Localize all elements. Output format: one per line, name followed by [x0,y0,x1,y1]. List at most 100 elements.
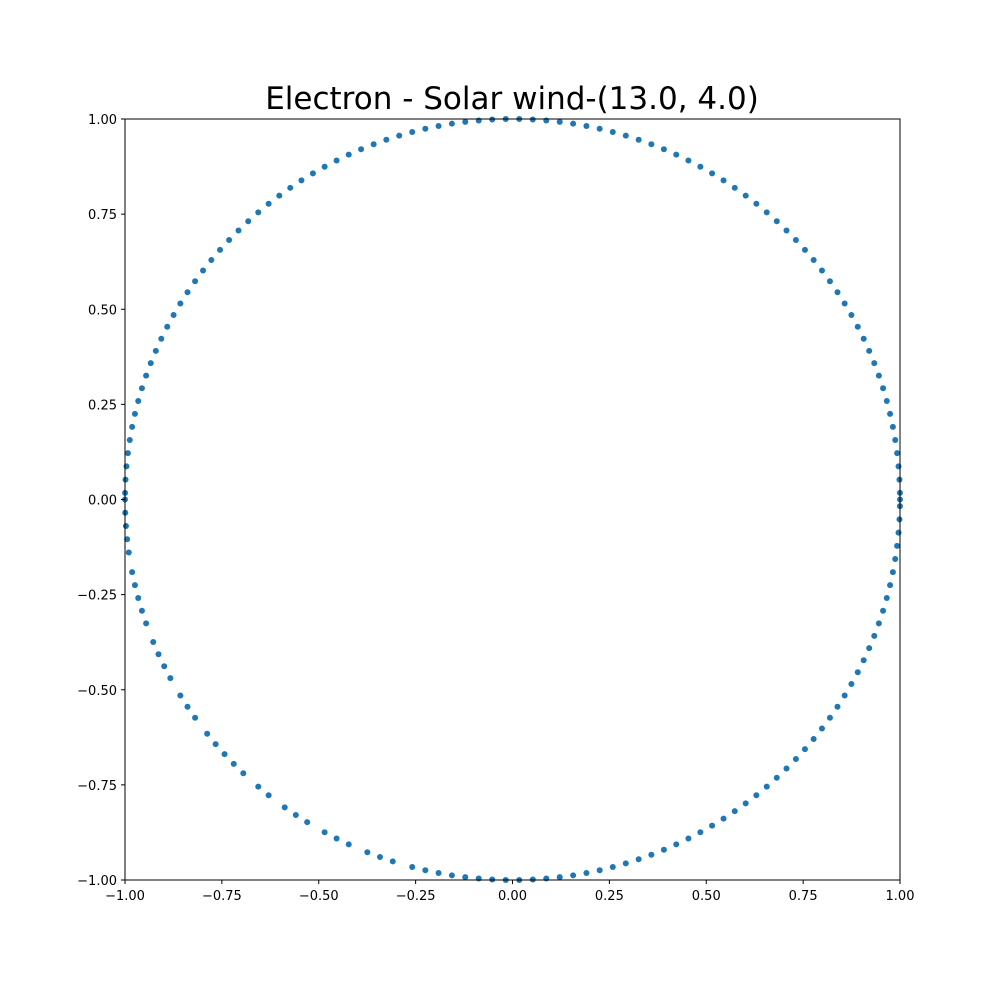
data-point [475,875,482,882]
data-point [660,846,667,853]
data-point [543,117,550,124]
data-point [826,278,833,285]
x-tick-label: 0.75 [789,889,818,904]
x-tick-label: −0.25 [396,889,436,904]
data-point [292,811,299,818]
data-point [841,300,848,307]
data-point [462,118,469,125]
y-tick-label: 0.00 [88,494,117,509]
y-axis: −1.00 −0.75 −0.50 −0.25 0.00 0.25 0.50 0.75 1.00 [77,113,125,889]
x-tick-label: 0.25 [595,889,624,904]
data-point [866,347,873,354]
data-point [883,594,890,601]
data-point [635,136,642,143]
data-point [854,323,861,330]
data-point [763,783,770,790]
y-tick-label: 1.00 [88,113,117,128]
data-point [200,267,207,274]
data-point [648,851,655,858]
data-point [333,157,340,164]
data-point [435,870,442,877]
data-point [422,125,429,132]
data-point [129,569,136,576]
data-point [152,347,159,354]
data-point [122,523,129,530]
data-point [834,703,841,710]
data-point [124,536,131,543]
data-point [848,680,855,687]
data-point [892,556,899,563]
data-point [281,804,288,811]
data-point [345,151,352,158]
data-point [860,657,867,664]
data-point [170,312,177,319]
data-point [489,876,496,883]
data-point [147,360,154,367]
data-point [396,132,403,139]
x-tick-label: −0.50 [299,889,339,904]
data-point [622,860,629,867]
data-point [389,858,396,865]
data-point [709,822,716,829]
data-point [783,227,790,234]
data-point [345,841,352,848]
data-point [622,132,629,139]
data-point [556,118,563,125]
data-point [635,856,642,863]
data-point [135,594,142,601]
data-point [801,246,808,253]
data-point [826,714,833,721]
data-point [143,620,150,627]
chart-title: Electron - Solar wind-(13.0, 4.0) [265,81,759,117]
data-point [177,692,184,699]
data-point [383,136,390,143]
data-point [131,582,138,589]
data-point [131,410,138,417]
x-tick-label: 1.00 [886,889,915,904]
x-tick-label: 0.00 [498,889,527,904]
data-point [810,257,817,264]
data-points [122,116,903,883]
data-point [887,410,894,417]
y-tick-label: 0.75 [88,208,117,223]
data-point [409,864,416,871]
data-point [660,146,667,153]
data-point [583,870,590,877]
data-point [265,792,272,799]
data-point [792,756,799,763]
data-point [896,516,903,523]
data-point [287,184,294,191]
data-point [892,436,899,443]
data-point [773,774,780,781]
data-point [570,120,577,127]
data-point [212,741,219,748]
data-point [609,864,616,871]
x-tick-label: −0.75 [202,889,242,904]
data-point [255,209,262,216]
data-point [124,450,131,457]
data-point [887,582,894,589]
y-tick-label: 0.25 [88,398,117,413]
data-point [192,714,199,721]
data-point [138,607,145,614]
data-point [818,725,825,732]
data-point [435,122,442,129]
data-point [875,372,882,379]
data-point [556,874,563,881]
data-point [792,236,799,243]
data-point [895,529,902,536]
data-point [609,128,616,135]
y-tick-label: 0.50 [88,303,117,318]
data-point [648,141,655,148]
data-point [208,257,215,264]
data-point [801,746,808,753]
data-point [543,875,550,882]
data-point [155,651,162,658]
data-point [192,278,199,285]
data-point [204,730,211,737]
data-point [783,765,790,772]
data-point [255,783,262,790]
data-point [333,835,340,842]
